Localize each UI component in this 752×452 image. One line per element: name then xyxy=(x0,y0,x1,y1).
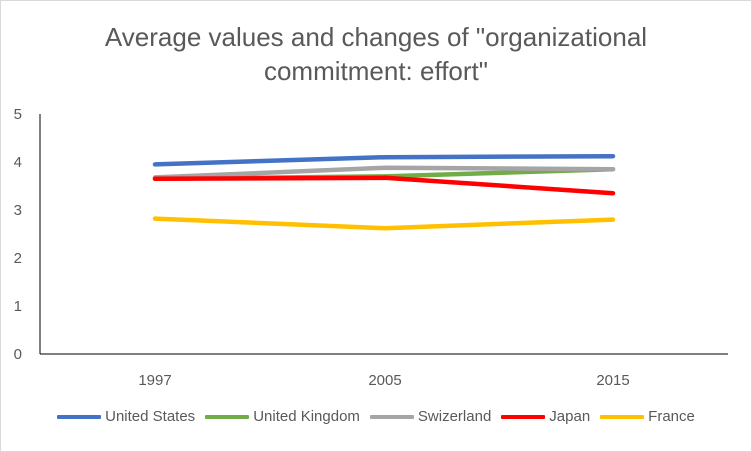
legend-swatch xyxy=(369,414,414,419)
legend-swatch xyxy=(501,414,546,419)
y-tick-label: 5 xyxy=(14,106,22,123)
y-tick-label: 1 xyxy=(14,298,22,315)
legend-item: Japan xyxy=(501,408,590,425)
legend-swatch xyxy=(600,414,645,419)
legend-item: Swizerland xyxy=(369,408,492,425)
legend-label: United States xyxy=(105,408,196,425)
y-tick-label: 4 xyxy=(14,154,22,171)
series-line-japan xyxy=(152,175,616,196)
series-line-united-states xyxy=(152,153,616,167)
series-line-france xyxy=(152,216,616,231)
y-tick-label: 0 xyxy=(14,346,22,363)
series-line-swizerland xyxy=(152,165,616,180)
legend-label: France xyxy=(648,408,695,425)
chart-title: Average values and changes of "organizat… xyxy=(104,22,648,86)
legend-swatch xyxy=(57,414,102,419)
legend-label: Swizerland xyxy=(417,408,492,425)
x-tick-label: 2015 xyxy=(596,372,629,389)
legend-item: United States xyxy=(57,408,195,425)
legend-label: United Kingdom xyxy=(253,408,360,425)
legend-label: Japan xyxy=(549,408,591,425)
y-tick-label: 3 xyxy=(14,202,22,219)
x-tick-label: 2005 xyxy=(368,372,401,389)
x-tick-label: 1997 xyxy=(138,372,171,389)
legend-item: United Kingdom xyxy=(205,408,360,425)
legend: United States United Kingdom Swizerland Jap… xyxy=(0,408,752,425)
legend-item: France xyxy=(600,408,695,425)
y-tick-label: 2 xyxy=(14,250,22,267)
legend-swatch xyxy=(205,414,250,419)
